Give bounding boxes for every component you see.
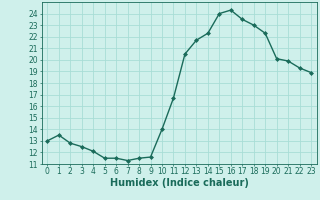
X-axis label: Humidex (Indice chaleur): Humidex (Indice chaleur) [110, 178, 249, 188]
